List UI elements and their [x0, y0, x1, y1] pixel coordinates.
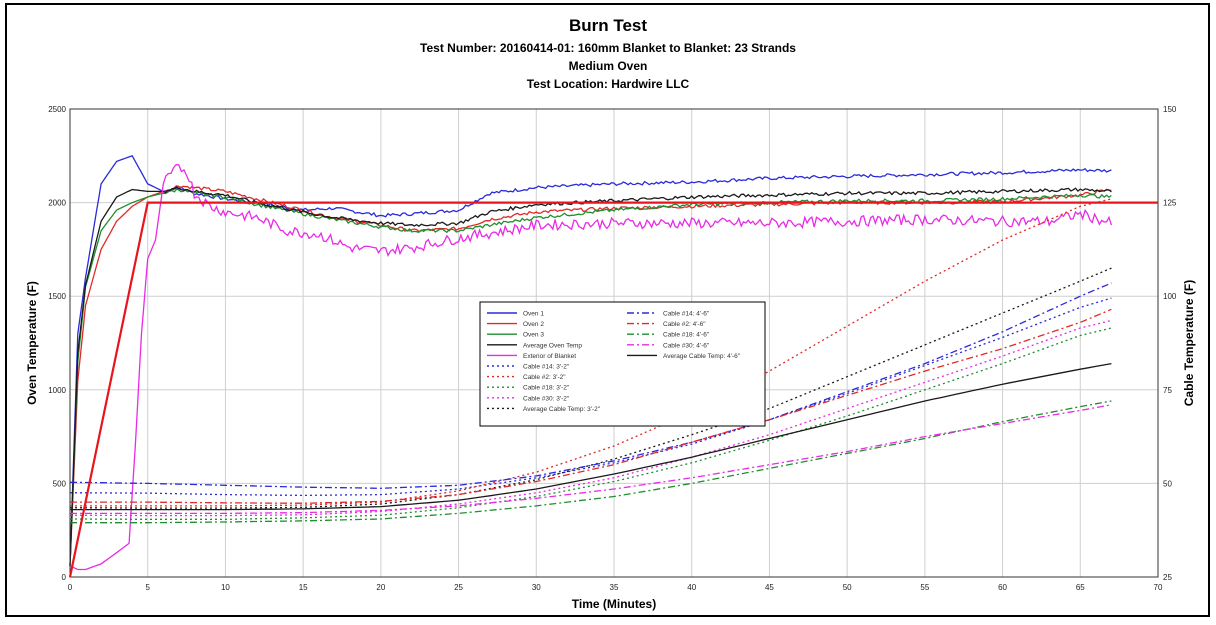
series-line [70, 308, 1112, 504]
legend-entry-label: Cable #14: 4'-6" [663, 311, 710, 318]
chart-subtitle-3: Test Location: Hardwire LLC [527, 77, 690, 91]
x-tick-label: 70 [1154, 583, 1163, 592]
legend-entry-label: Cable #30: 3'-2" [523, 395, 570, 402]
legend-entry-label: Average Oven Temp [523, 342, 582, 349]
chart-title: Burn Test [569, 16, 647, 35]
y-tick-label: 1000 [48, 386, 66, 395]
legend-entry-label: Oven 2 [523, 321, 544, 328]
legend-entry-label: Cable #18: 3'-2" [523, 385, 570, 392]
x-tick-label: 40 [687, 583, 696, 592]
x-tick-label: 5 [145, 583, 150, 592]
legend-entry-label: Cable #2: 4'-6" [663, 321, 706, 328]
y2-tick-label: 25 [1163, 573, 1172, 582]
x-tick-label: 15 [299, 583, 308, 592]
legend-entry-label: Oven 3 [523, 332, 544, 339]
series-line [70, 404, 1112, 515]
y-tick-labels: 0 500 1000 1500 2000 2500 [48, 105, 66, 582]
series-line [69, 164, 1113, 571]
legend-entry-label: Exterior of Blanket [523, 353, 576, 360]
chart-subtitle-1: Test Number: 20160414-01: 160mm Blanket … [420, 41, 796, 55]
x-tick-labels: 0 5 10 15 20 25 30 35 40 45 50 55 60 65 70 [68, 583, 1163, 592]
y2-axis-label: Cable Temperature (F) [1182, 280, 1196, 406]
legend-entry-label: Average Cable Temp: 4'-6" [663, 353, 741, 360]
legend-entry-label: Cable #18: 4'-6" [663, 332, 710, 339]
series-line [69, 319, 1112, 517]
y-tick-label: 500 [53, 479, 67, 488]
x-tick-label: 25 [454, 583, 463, 592]
x-tick-label: 30 [532, 583, 541, 592]
x-tick-label: 20 [376, 583, 385, 592]
series-line [70, 297, 1112, 497]
chart-subtitle-2: Medium Oven [569, 59, 648, 73]
y2-tick-label: 75 [1163, 386, 1172, 395]
legend-entry-label: Cable #14: 3'-2" [523, 364, 570, 371]
legend-entry-label: Cable #30: 4'-6" [663, 342, 710, 349]
legend-entry-label: Average Cable Temp: 3'-2" [523, 406, 601, 413]
x-tick-label: 35 [610, 583, 619, 592]
x-tick-label: 50 [843, 583, 852, 592]
legend-entry-label: Cable #2: 3'-2" [523, 374, 566, 381]
y-tick-label: 2500 [48, 105, 66, 114]
y-tick-label: 1500 [48, 292, 66, 301]
series-line [69, 282, 1112, 489]
x-tick-label: 55 [920, 583, 929, 592]
legend-box [479, 301, 766, 427]
x-tick-label: 45 [765, 583, 774, 592]
annotation-line [68, 201, 1158, 578]
legend: Oven 1 Cable #14: 4'-6" Oven 2 Cable #2: 4'… [479, 301, 766, 427]
y-axis-label: Oven Temperature (F) [25, 281, 39, 405]
y2-tick-label: 50 [1163, 479, 1172, 488]
y-tick-label: 2000 [48, 199, 66, 208]
series-line [70, 198, 1112, 507]
series-line [70, 400, 1112, 524]
y2-tick-label: 150 [1163, 105, 1177, 114]
y-tick-label: 0 [62, 573, 67, 582]
x-tick-label: 0 [68, 583, 73, 592]
plot-area-border [69, 108, 1159, 578]
x-tick-label: 60 [998, 583, 1007, 592]
y2-tick-label: 125 [1163, 199, 1177, 208]
x-tick-label: 65 [1076, 583, 1085, 592]
red-reference-line [68, 201, 1158, 578]
y2-tick-label: 100 [1163, 292, 1177, 301]
series-line [70, 362, 1112, 511]
x-axis-label: Time (Minutes) [572, 597, 656, 611]
y2-tick-labels: 25 50 75 100 125 150 [1163, 105, 1177, 582]
legend-entry-label: Oven 1 [523, 311, 544, 318]
x-tick-label: 10 [221, 583, 230, 592]
